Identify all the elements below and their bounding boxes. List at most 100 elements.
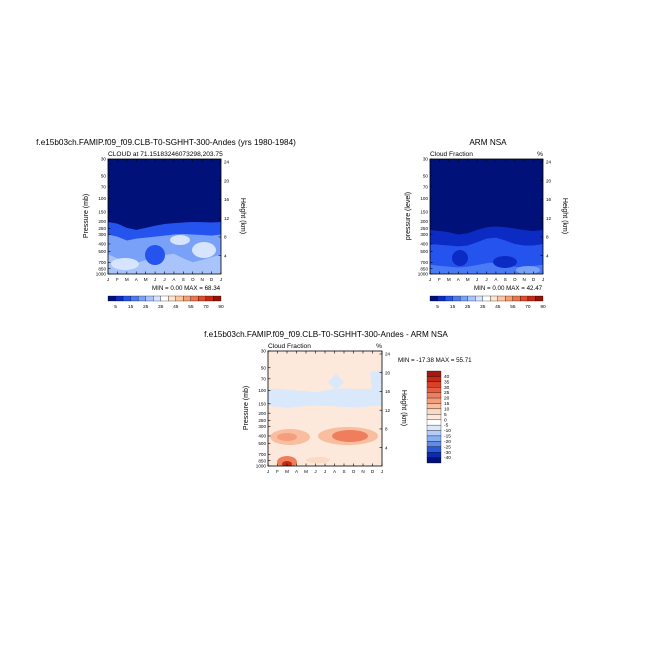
diff-colorbar-label: -10 (444, 428, 451, 434)
model-colorbar-swatch (137, 295, 146, 302)
diff-y-tick-label-right: 24 (385, 352, 391, 357)
model-ylabel-right: Height (km) (239, 198, 246, 234)
obs-y-tick-label-right: 20 (546, 178, 552, 183)
diff-colorbar-swatch (426, 452, 442, 458)
diff-stats: MIN = -17.38 MAX = 55.71 (398, 357, 472, 364)
model-y-tick-label: 200 (98, 219, 106, 224)
obs-colorbar-label: 5 (436, 304, 439, 310)
obs-y-tick-label: 200 (420, 219, 428, 224)
diff-y-tick-label: 500 (258, 441, 266, 446)
obs-y-tick-label: 250 (420, 226, 428, 231)
model-colorbar: 5 15 25 35 45 55 70 90 (107, 295, 224, 310)
obs-ylabel-right: Height (km) (561, 198, 568, 234)
obs-x-tick-label: J (476, 277, 478, 282)
obs-y-tick-label: 1000 (418, 272, 429, 277)
diff-x-tick-label: M (285, 469, 289, 474)
model-colorbar-swatch (183, 295, 192, 302)
obs-colorbar-swatch (429, 295, 438, 302)
diff-colorbar-swatch (426, 419, 442, 426)
diff-title: f.e15b03ch.FAMIP.f09_f09.CLB-T0-SGHHT-30… (204, 330, 448, 339)
obs-x-tick-label: S (504, 277, 507, 282)
diff-y-axis-right: 24 20 16 12 8 4 (379, 352, 391, 450)
diff-x-tick-label: F (276, 469, 279, 474)
obs-x-tick-label: A (457, 277, 461, 282)
obs-colorbar-swatch (482, 295, 491, 302)
model-colorbar-label: 25 (143, 304, 149, 310)
diff-y-tick-label: 30 (261, 349, 267, 354)
obs-colorbar-label: 25 (465, 304, 471, 310)
model-title: f.e15b03ch.FAMIP.f09_f09.CLB-T0-SGHHT-30… (36, 138, 296, 147)
diff-y-tick-label: 700 (258, 452, 266, 457)
diff-colorbar-swatch (426, 414, 442, 420)
model-y-tick-label: 150 (98, 209, 106, 214)
model-colorbar-label: 90 (218, 304, 224, 310)
diff-colorbar-label: 5 (444, 412, 447, 418)
diff-y-tick-label-right: 4 (385, 445, 388, 450)
model-blob-2 (192, 242, 216, 258)
model-x-tick-label: A (172, 277, 176, 282)
model-y-tick-label: 500 (98, 249, 106, 254)
diff-x-tick-label: M (304, 469, 308, 474)
obs-colorbar-label: 35 (480, 304, 486, 310)
diff-colorbar-label: 25 (444, 390, 450, 396)
diff-y-tick-label: 50 (261, 365, 267, 370)
model-subtitle: CLOUD at 71.15183246073298,203.75 (108, 151, 223, 158)
model-y-tick-label: 400 (98, 242, 106, 247)
diff-y-tick-label: 200 (258, 411, 266, 416)
obs-stats: MIN = 0.00 MAX = 42.47 (474, 285, 543, 292)
diff-colorbar-swatch (426, 424, 442, 431)
obs-y-tick-label: 400 (420, 242, 428, 247)
obs-x-tick-label: F (438, 277, 441, 282)
obs-y-axis-right: 24 20 16 12 8 4 (540, 160, 552, 258)
diff-colorbar-swatch (426, 446, 442, 453)
diff-x-tick-label: S (342, 469, 345, 474)
obs-blob-3 (516, 266, 540, 274)
diff-colorbar-label: 20 (444, 396, 450, 402)
model-y-axis-right: 24 20 16 12 8 4 (218, 160, 230, 258)
model-x-tick-label: J (220, 277, 222, 282)
model-colorbar-label: 15 (128, 304, 134, 310)
diff-x-tick-label: A (333, 469, 337, 474)
diff-upper-right-negative (370, 370, 382, 392)
obs-colorbar-swatch (452, 295, 461, 302)
obs-colorbar-swatch (527, 295, 536, 302)
model-colorbar-swatch (122, 295, 131, 302)
diff-surface-region (306, 457, 330, 463)
obs-y-tick-label: 50 (423, 173, 429, 178)
obs-x-tick-label: O (513, 277, 517, 282)
model-x-tick-label: D (210, 277, 214, 282)
obs-y-tick-label: 70 (423, 184, 429, 189)
obs-colorbar: 5 15 25 35 45 55 70 90 (429, 295, 546, 310)
diff-x-tick-label: J (267, 469, 269, 474)
model-blob-1 (145, 245, 165, 265)
model-plot-area (108, 159, 221, 274)
diff-colorbar-label: 35 (444, 379, 450, 385)
obs-x-tick-label: M (466, 277, 470, 282)
obs-colorbar-label: 70 (525, 304, 531, 310)
diff-x-tick-label: J (381, 469, 383, 474)
diff-colorbar-label: -25 (444, 444, 451, 450)
obs-x-tick-label: N (523, 277, 526, 282)
obs-colorbar-swatch (437, 295, 446, 302)
model-colorbar-label: 5 (114, 304, 117, 310)
diff-colorbar-label: 40 (444, 374, 450, 380)
diff-x-tick-label: D (371, 469, 375, 474)
diff-y-tick-label: 70 (261, 376, 267, 381)
diff-y-tick-label: 1000 (256, 464, 267, 469)
obs-colorbar-swatch (520, 295, 529, 302)
obs-percent: % (537, 151, 543, 158)
model-x-tick-label: J (154, 277, 156, 282)
obs-colorbar-swatch (535, 295, 544, 302)
obs-x-tick-label: A (494, 277, 498, 282)
diff-y-tick-label-right: 20 (385, 370, 391, 375)
model-colorbar-label: 45 (173, 304, 179, 310)
model-y-tick-label-right: 4 (224, 253, 227, 258)
obs-colorbar-swatch (467, 295, 476, 302)
obs-y-tick-label: 30 (423, 157, 429, 162)
